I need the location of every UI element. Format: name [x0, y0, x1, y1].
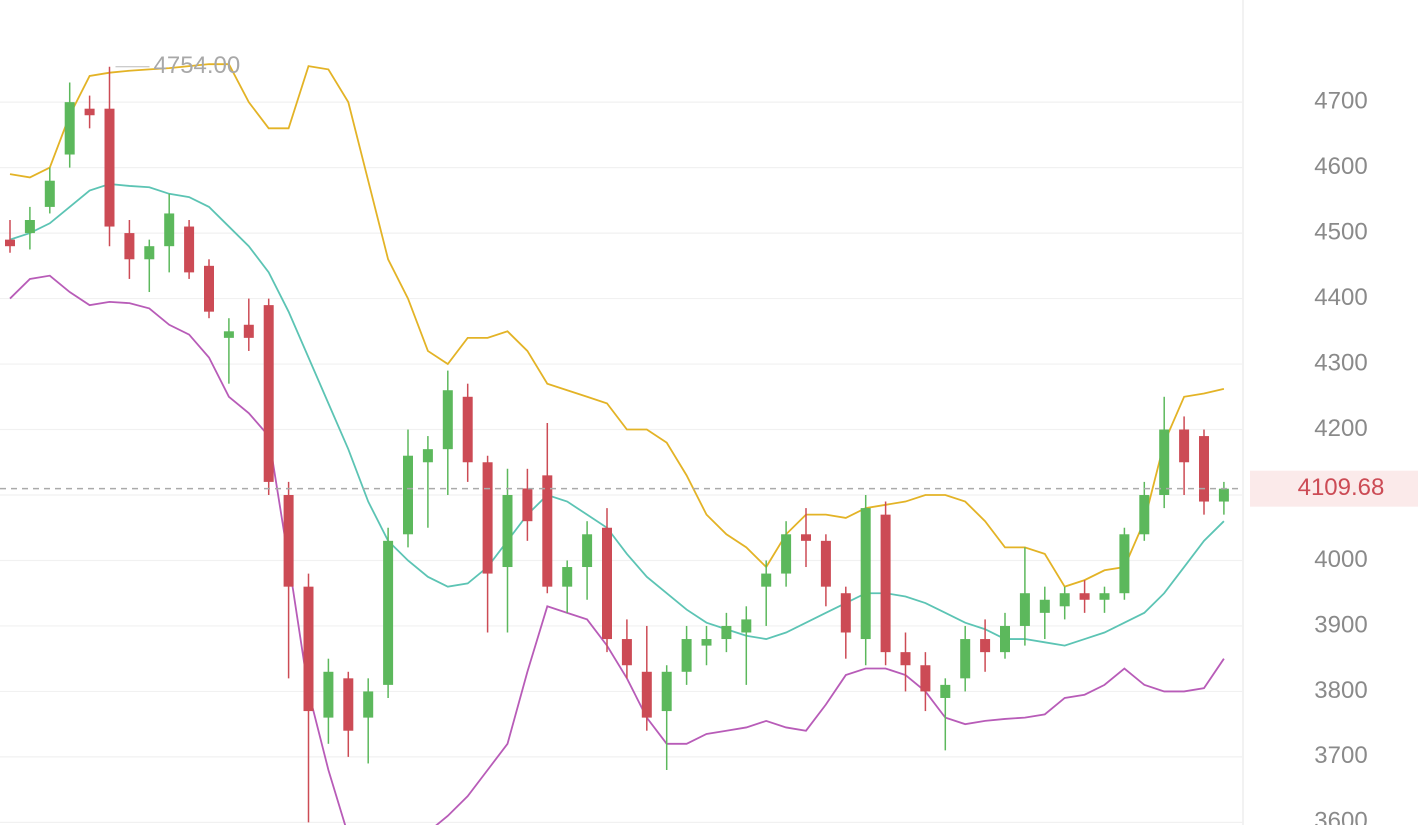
y-tick-label: 4500 — [1314, 218, 1367, 245]
candle-body — [462, 396, 473, 463]
candle-body — [124, 233, 135, 260]
candle-body — [44, 180, 55, 207]
candle-body — [1099, 593, 1110, 600]
candle-body — [721, 625, 732, 640]
max-label: 4754.00 — [154, 52, 241, 79]
plot-area — [0, 63, 1243, 825]
candle-body — [681, 639, 692, 672]
candle-body — [482, 462, 493, 574]
band-line — [9, 183, 1225, 647]
candle-body — [283, 495, 294, 587]
candle-body — [1199, 436, 1209, 502]
candle-body — [1179, 429, 1190, 463]
candle-body — [363, 691, 374, 718]
y-tick-label: 3900 — [1314, 611, 1367, 638]
candle-body — [343, 678, 354, 731]
y-tick-label: 4700 — [1314, 87, 1367, 114]
candle-body — [164, 213, 175, 247]
candle-body — [1218, 488, 1229, 502]
candle-body — [820, 540, 831, 587]
candle-body — [383, 540, 394, 685]
candle-body — [840, 593, 851, 633]
candle-body — [661, 671, 672, 712]
candle-body — [243, 324, 254, 338]
candle-body — [880, 514, 891, 653]
candle-body — [1079, 593, 1090, 600]
candle-body — [1000, 625, 1010, 653]
candle-body — [223, 331, 234, 338]
candle-body — [1139, 495, 1150, 535]
y-tick-label: 4300 — [1314, 349, 1367, 376]
last-price-box — [1250, 470, 1418, 507]
candle-body — [1059, 593, 1070, 607]
y-tick-label: 4000 — [1314, 546, 1367, 573]
grid — [0, 101, 1243, 823]
candle-body — [562, 567, 573, 587]
candle-body — [522, 488, 533, 522]
candle-body — [422, 449, 433, 463]
candle-body — [323, 671, 334, 718]
candle-body — [900, 652, 911, 666]
candle-body — [582, 534, 593, 568]
candle-body — [1119, 534, 1130, 594]
candle-body — [980, 639, 991, 653]
candle-body — [1159, 429, 1170, 495]
candle-body — [502, 495, 513, 568]
candle-body — [64, 102, 75, 155]
candle-body — [741, 619, 752, 633]
candle-body — [701, 639, 712, 646]
candle-body — [542, 475, 553, 587]
band-line — [9, 274, 1225, 825]
candle-body — [5, 239, 15, 247]
candle-body — [940, 684, 951, 698]
y-tick-label: 4600 — [1314, 153, 1367, 180]
candle-body — [263, 305, 274, 482]
band-line — [9, 63, 1225, 588]
candle-body — [960, 639, 971, 679]
candle-body — [641, 671, 652, 718]
candle-body — [761, 573, 772, 587]
candle-body — [84, 108, 95, 116]
y-tick-label: 3600 — [1314, 808, 1367, 825]
candle-body — [144, 246, 155, 260]
candle-body — [24, 220, 35, 234]
candle-body — [104, 108, 115, 227]
candle-body — [303, 586, 314, 712]
candle-body — [442, 390, 453, 450]
y-tick-label: 3800 — [1314, 677, 1367, 704]
candle-body — [621, 639, 632, 666]
y-tick-label: 4200 — [1314, 415, 1367, 442]
candle-body — [204, 265, 214, 312]
candle-body — [781, 534, 792, 574]
candle-body — [801, 534, 811, 541]
y-tick-label: 3700 — [1314, 742, 1367, 769]
candle-body — [1019, 593, 1030, 626]
candle-body — [860, 508, 871, 640]
y-axis: 3600370038003900400041004200430044004500… — [1314, 87, 1367, 825]
candle-body — [920, 665, 931, 692]
candle-body — [184, 226, 195, 273]
candle-body — [602, 527, 612, 640]
last-price-label: 4109.68 — [1298, 474, 1385, 501]
candle-body — [1039, 599, 1050, 613]
y-tick-label: 4400 — [1314, 284, 1367, 311]
candle-body — [403, 455, 413, 535]
